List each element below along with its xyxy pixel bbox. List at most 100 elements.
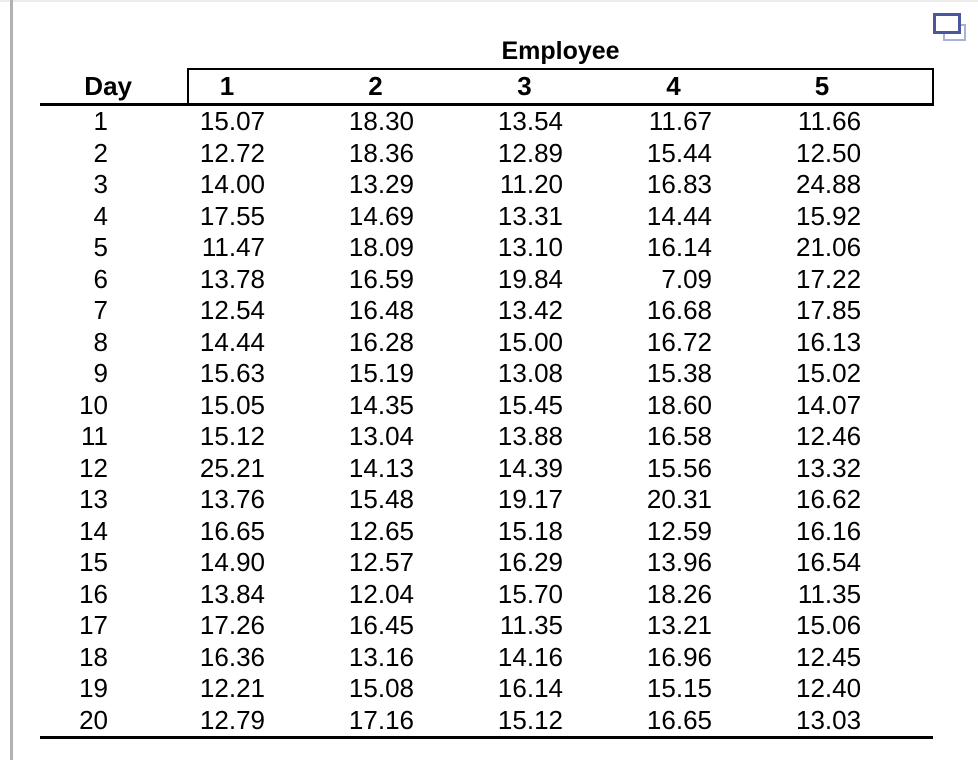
value-cell: 11.35 xyxy=(499,610,563,640)
value-cell: 15.05 xyxy=(199,389,265,420)
copy-icon[interactable] xyxy=(933,13,969,46)
day-cell: 7 xyxy=(93,295,108,325)
value-cell: 13.03 xyxy=(784,704,934,739)
value-cell: 17.85 xyxy=(795,295,862,325)
value-cell: 14.69 xyxy=(348,200,414,231)
value-cell: 12.89 xyxy=(497,137,563,168)
value-cell: 15.19 xyxy=(348,358,414,388)
value-cell: 15.15 xyxy=(646,673,712,703)
value-cell: 13.76 xyxy=(199,484,265,514)
day-cell: 11 xyxy=(81,421,108,451)
day-cell: 10 xyxy=(79,389,108,420)
value-cell: 16.68 xyxy=(646,295,712,325)
table-row: 16 13.84 12.04 15.70 18.26 11.35 xyxy=(40,579,933,611)
value-cell: 14.13 xyxy=(348,452,414,483)
value-cell: 17.16 xyxy=(337,704,486,739)
value-cell: 7.09 xyxy=(661,263,712,294)
table-row: 13 13.76 15.48 19.17 20.31 16.62 xyxy=(40,484,933,516)
value-cell: 18.09 xyxy=(348,232,414,262)
value-cell: 13.32 xyxy=(795,452,862,483)
value-cell: 12.59 xyxy=(646,515,712,546)
value-cell: 25.21 xyxy=(199,452,265,483)
value-cell: 15.63 xyxy=(199,358,265,388)
table-row: 11 15.12 13.04 13.88 16.58 12.46 xyxy=(40,421,933,453)
value-cell: 15.12 xyxy=(486,704,635,739)
table-row: 20 12.79 17.16 15.12 16.65 13.03 xyxy=(40,704,934,739)
table-row: 4 17.55 14.69 13.31 14.44 15.92 xyxy=(40,201,933,233)
value-cell: 16.36 xyxy=(199,641,265,672)
value-cell: 14.35 xyxy=(348,389,414,420)
value-cell: 21.06 xyxy=(795,232,862,262)
value-cell: 13.88 xyxy=(497,421,563,451)
value-cell: 11.20 xyxy=(499,169,563,199)
value-cell: 16.83 xyxy=(646,169,712,199)
value-cell: 20.31 xyxy=(646,484,712,514)
value-cell: 17.26 xyxy=(199,610,265,640)
value-cell: 16.48 xyxy=(348,295,414,325)
copy-icon-front-rect xyxy=(933,13,961,34)
value-cell: 16.96 xyxy=(646,641,712,672)
column-header-row: Day 1 2 3 4 5 xyxy=(40,68,935,106)
day-cell: 3 xyxy=(93,169,108,199)
value-cell: 14.44 xyxy=(646,200,712,231)
value-cell: 16.29 xyxy=(497,547,563,577)
window-top-edge xyxy=(0,0,978,2)
employee-day-table: Employee Day 1 2 3 4 5 1 15.07 18.30 13.54 1… xyxy=(40,30,935,739)
table-row: 17 17.26 16.45 11.35 13.21 15.06 xyxy=(40,610,933,642)
value-cell: 15.00 xyxy=(497,326,563,357)
table-row: 6 13.78 16.59 19.84 7.09 17.22 xyxy=(40,264,933,296)
employee-column-header-4: 4 xyxy=(635,68,784,106)
day-cell: 17 xyxy=(79,610,108,640)
value-cell: 13.54 xyxy=(497,106,563,136)
value-cell: 12.46 xyxy=(795,421,862,451)
value-cell: 16.16 xyxy=(795,515,862,546)
value-cell: 13.04 xyxy=(348,421,414,451)
value-cell: 13.16 xyxy=(348,641,414,672)
value-cell: 15.08 xyxy=(348,673,414,703)
value-cell: 16.65 xyxy=(199,515,265,546)
table-row: 7 12.54 16.48 13.42 16.68 17.85 xyxy=(40,295,933,327)
day-cell: 9 xyxy=(93,358,108,388)
table-row: 14 16.65 12.65 15.18 12.59 16.16 xyxy=(40,516,933,548)
value-cell: 12.40 xyxy=(795,673,862,703)
value-cell: 16.58 xyxy=(646,421,712,451)
corner-empty-cell xyxy=(40,30,188,69)
day-cell: 6 xyxy=(93,263,108,294)
value-cell: 16.54 xyxy=(795,547,862,577)
value-cell: 16.28 xyxy=(348,326,414,357)
table-row: 19 12.21 15.08 16.14 15.15 12.40 xyxy=(40,673,933,705)
value-cell: 13.96 xyxy=(646,547,712,577)
table-row: 3 14.00 13.29 11.20 16.83 24.88 xyxy=(40,169,933,201)
table-row: 1 15.07 18.30 13.54 11.67 11.66 xyxy=(40,105,933,138)
value-cell: 16.45 xyxy=(348,610,414,640)
day-cell: 19 xyxy=(79,673,108,703)
day-cell: 15 xyxy=(79,547,108,577)
employee-column-header-5: 5 xyxy=(784,68,935,106)
page-left-edge-bar xyxy=(10,0,13,760)
value-cell: 13.29 xyxy=(348,169,414,199)
value-cell: 14.90 xyxy=(199,547,265,577)
value-cell: 14.16 xyxy=(497,641,563,672)
value-cell: 16.65 xyxy=(635,704,784,739)
value-cell: 13.78 xyxy=(199,263,265,294)
value-cell: 12.50 xyxy=(795,137,862,168)
table-row: 5 11.47 18.09 13.10 16.14 21.06 xyxy=(40,232,933,264)
value-cell: 17.55 xyxy=(199,200,265,231)
day-cell: 12 xyxy=(79,452,108,483)
day-cell: 14 xyxy=(79,515,108,546)
value-cell: 11.47 xyxy=(201,232,265,262)
value-cell: 12.04 xyxy=(348,578,414,609)
table-row: 15 14.90 12.57 16.29 13.96 16.54 xyxy=(40,547,933,579)
employee-group-header: Employee xyxy=(501,37,620,65)
value-cell: 12.54 xyxy=(199,295,265,325)
value-cell: 15.48 xyxy=(348,484,414,514)
employee-column-header-2: 2 xyxy=(337,68,486,106)
value-cell: 12.21 xyxy=(199,673,265,703)
value-cell: 14.44 xyxy=(199,326,265,357)
day-cell: 1 xyxy=(93,106,108,136)
value-cell: 19.84 xyxy=(497,263,563,294)
value-cell: 13.21 xyxy=(646,610,712,640)
value-cell: 15.70 xyxy=(497,578,563,609)
value-cell: 16.14 xyxy=(497,673,563,703)
value-cell: 13.42 xyxy=(497,295,563,325)
